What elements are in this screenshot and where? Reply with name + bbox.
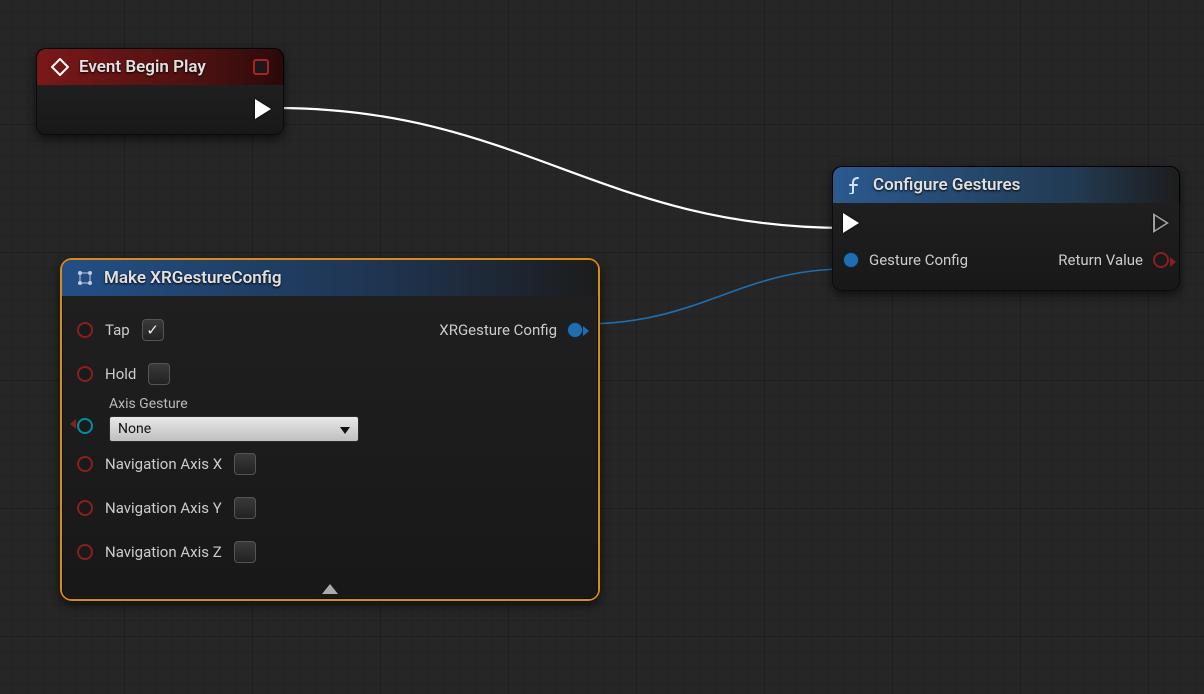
node-title: Make XRGestureConfig — [104, 268, 282, 288]
axis-label: Axis Gesture — [109, 396, 359, 412]
hold-checkbox[interactable] — [148, 363, 170, 385]
event-icon — [51, 58, 69, 76]
expand-arrow-icon[interactable] — [322, 584, 338, 594]
node-title: Configure Gestures — [873, 175, 1020, 195]
exec-in-pin[interactable] — [843, 213, 859, 233]
navy-input-pin[interactable] — [77, 500, 93, 516]
navx-checkbox[interactable] — [234, 453, 256, 475]
gesture-config-label: Gesture Config — [869, 251, 968, 269]
tap-checkbox[interactable]: ✓ — [142, 319, 164, 341]
gesture-config-input-pin[interactable] — [843, 252, 859, 268]
return-value-output-pin[interactable] — [1153, 252, 1169, 268]
hold-input-pin[interactable] — [77, 366, 93, 382]
node-header[interactable]: Make XRGestureConfig — [62, 260, 598, 296]
make-xrgestureconfig-node[interactable]: Make XRGestureConfig Tap ✓ XRGesture Con… — [60, 258, 600, 601]
return-value-label: Return Value — [1058, 251, 1143, 269]
navy-label: Navigation Axis Y — [105, 499, 222, 517]
struct-icon — [76, 269, 94, 287]
navx-label: Navigation Axis X — [105, 455, 222, 473]
axis-value: None — [118, 421, 151, 437]
tap-input-pin[interactable] — [77, 322, 93, 338]
node-title: Event Begin Play — [79, 57, 206, 77]
configure-gestures-node[interactable]: Configure Gestures Gesture Config Return… — [832, 166, 1180, 291]
node-header[interactable]: Configure Gestures — [832, 166, 1180, 203]
navx-input-pin[interactable] — [77, 456, 93, 472]
axis-input-pin[interactable] — [77, 418, 93, 434]
axis-gesture-select[interactable]: None — [109, 416, 359, 442]
node-header[interactable]: Event Begin Play — [36, 48, 284, 85]
event-beginplay-node[interactable]: Event Begin Play — [36, 48, 284, 135]
hold-label: Hold — [105, 365, 136, 383]
xrgesture-output-label: XRGesture Config — [439, 321, 557, 339]
xrgesture-output-pin[interactable] — [567, 322, 583, 338]
exec-out-pin[interactable] — [1153, 213, 1169, 233]
tap-label: Tap — [105, 321, 130, 339]
delegate-pin[interactable] — [253, 59, 269, 75]
exec-out-pin[interactable] — [255, 99, 271, 119]
navy-checkbox[interactable] — [234, 497, 256, 519]
function-icon — [847, 176, 863, 194]
navz-input-pin[interactable] — [77, 544, 93, 560]
navz-label: Navigation Axis Z — [105, 543, 222, 561]
navz-checkbox[interactable] — [234, 541, 256, 563]
